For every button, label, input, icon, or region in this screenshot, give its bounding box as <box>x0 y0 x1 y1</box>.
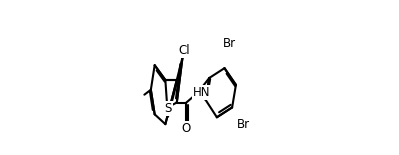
Text: HN: HN <box>193 86 210 99</box>
Text: Br: Br <box>223 37 236 50</box>
Text: Br: Br <box>237 118 250 131</box>
Text: S: S <box>164 102 172 115</box>
Text: O: O <box>182 122 191 135</box>
Text: Cl: Cl <box>178 44 190 58</box>
